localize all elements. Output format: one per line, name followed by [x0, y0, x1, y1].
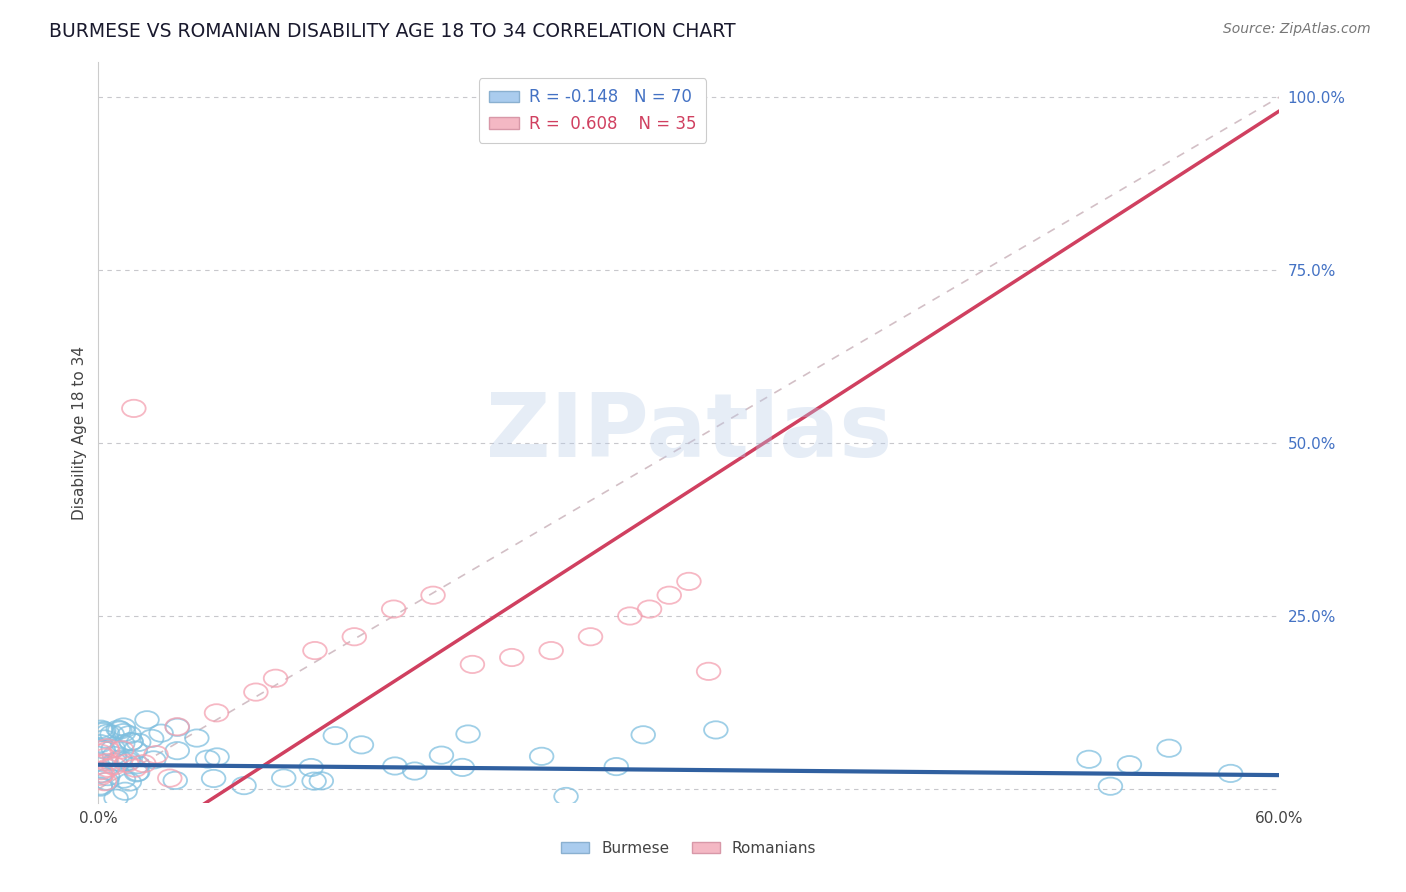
Legend: Burmese, Romanians: Burmese, Romanians — [555, 835, 823, 862]
Text: ZIPatlas: ZIPatlas — [486, 389, 891, 476]
Text: BURMESE VS ROMANIAN DISABILITY AGE 18 TO 34 CORRELATION CHART: BURMESE VS ROMANIAN DISABILITY AGE 18 TO… — [49, 22, 735, 41]
Y-axis label: Disability Age 18 to 34: Disability Age 18 to 34 — [72, 345, 87, 520]
Text: Source: ZipAtlas.com: Source: ZipAtlas.com — [1223, 22, 1371, 37]
